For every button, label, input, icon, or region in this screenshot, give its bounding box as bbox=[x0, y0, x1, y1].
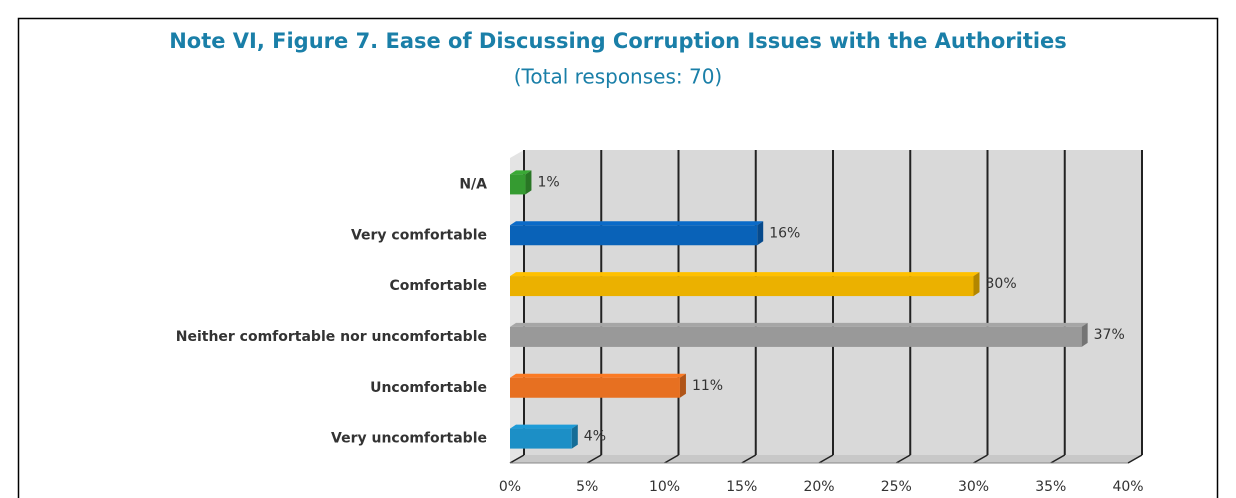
x-tick-label: 10% bbox=[649, 479, 680, 495]
x-tick-label: 0% bbox=[499, 479, 521, 495]
floor-grid-line bbox=[509, 454, 525, 464]
floor-grid-line bbox=[1127, 454, 1143, 464]
floor-grid-line bbox=[818, 454, 834, 464]
x-tick-label: 35% bbox=[1035, 479, 1066, 495]
bar-side bbox=[679, 373, 686, 398]
x-tick-label: 15% bbox=[726, 479, 757, 495]
bar-front bbox=[510, 276, 974, 297]
floor-grid-line bbox=[1050, 454, 1066, 464]
x-tick-label: 30% bbox=[958, 479, 989, 495]
bar bbox=[510, 221, 764, 246]
value-label: 37% bbox=[1094, 327, 1125, 343]
bar-front bbox=[510, 377, 680, 398]
bar-front bbox=[510, 326, 1082, 347]
category-label: N/A bbox=[459, 176, 487, 192]
bar bbox=[510, 272, 980, 297]
value-label: 11% bbox=[692, 378, 723, 394]
x-tick-label: 5% bbox=[576, 479, 598, 495]
floor-grid-line bbox=[741, 454, 757, 464]
chart-subtitle: (Total responses: 70) bbox=[514, 65, 722, 89]
bar-top bbox=[510, 272, 980, 277]
bar-front bbox=[510, 225, 758, 246]
floor-grid-line bbox=[586, 454, 602, 464]
bar-side bbox=[973, 272, 980, 297]
bar-front bbox=[510, 174, 526, 195]
bar bbox=[510, 322, 1088, 347]
x-tick-label: 25% bbox=[881, 479, 912, 495]
bar-top bbox=[510, 221, 764, 226]
bar-side bbox=[525, 170, 532, 195]
value-label: 4% bbox=[584, 429, 606, 445]
bar-top bbox=[510, 373, 686, 378]
bar-top bbox=[510, 170, 532, 175]
floor-grid-line bbox=[895, 454, 911, 464]
bar-side bbox=[571, 424, 578, 449]
category-label: Very comfortable bbox=[351, 227, 487, 243]
category-label: Uncomfortable bbox=[370, 380, 487, 396]
category-label: Very uncomfortable bbox=[331, 431, 487, 447]
x-tick-label: 40% bbox=[1112, 479, 1143, 495]
bar bbox=[510, 424, 578, 449]
floor-grid-line bbox=[664, 454, 679, 464]
bar bbox=[510, 170, 532, 195]
x-tick-label: 20% bbox=[803, 479, 834, 495]
value-label: 1% bbox=[537, 174, 559, 190]
value-label: 16% bbox=[769, 225, 800, 241]
value-label: 30% bbox=[986, 276, 1017, 292]
floor-grid-line bbox=[973, 454, 988, 464]
bar-side bbox=[1081, 322, 1088, 347]
bar bbox=[510, 373, 686, 398]
bar-front bbox=[510, 428, 572, 449]
category-label: Neither comfortable nor uncomfortable bbox=[176, 329, 487, 345]
chart-title: Note VI, Figure 7. Ease of Discussing Co… bbox=[169, 29, 1067, 53]
side-wall bbox=[510, 150, 524, 463]
bar-side bbox=[757, 221, 764, 246]
category-label: Comfortable bbox=[389, 278, 487, 294]
bar-top bbox=[510, 424, 578, 429]
frame bbox=[17, 17, 1219, 498]
bar-top bbox=[510, 322, 1088, 327]
